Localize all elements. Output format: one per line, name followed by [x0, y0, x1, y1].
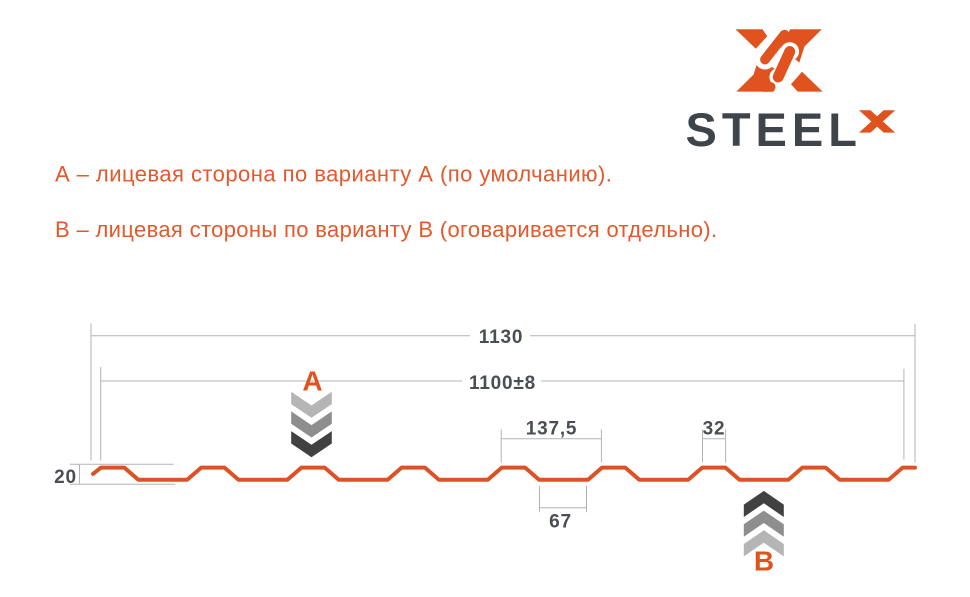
svg-text:20: 20 — [54, 467, 77, 488]
svg-text:67: 67 — [549, 512, 572, 533]
svg-text:B: B — [754, 545, 774, 576]
svg-text:1130: 1130 — [479, 327, 523, 348]
svg-text:В – лицевая стороны по вариант: В – лицевая стороны по варианту В (огова… — [55, 217, 717, 242]
svg-text:STEEL: STEEL — [686, 103, 862, 156]
svg-text:A: A — [302, 366, 322, 397]
svg-text:137,5: 137,5 — [526, 419, 578, 440]
svg-text:А – лицевая сторона по вариант: А – лицевая сторона по варианту А (по ум… — [55, 162, 612, 187]
svg-text:1100±8: 1100±8 — [469, 373, 536, 394]
svg-text:32: 32 — [703, 419, 726, 440]
